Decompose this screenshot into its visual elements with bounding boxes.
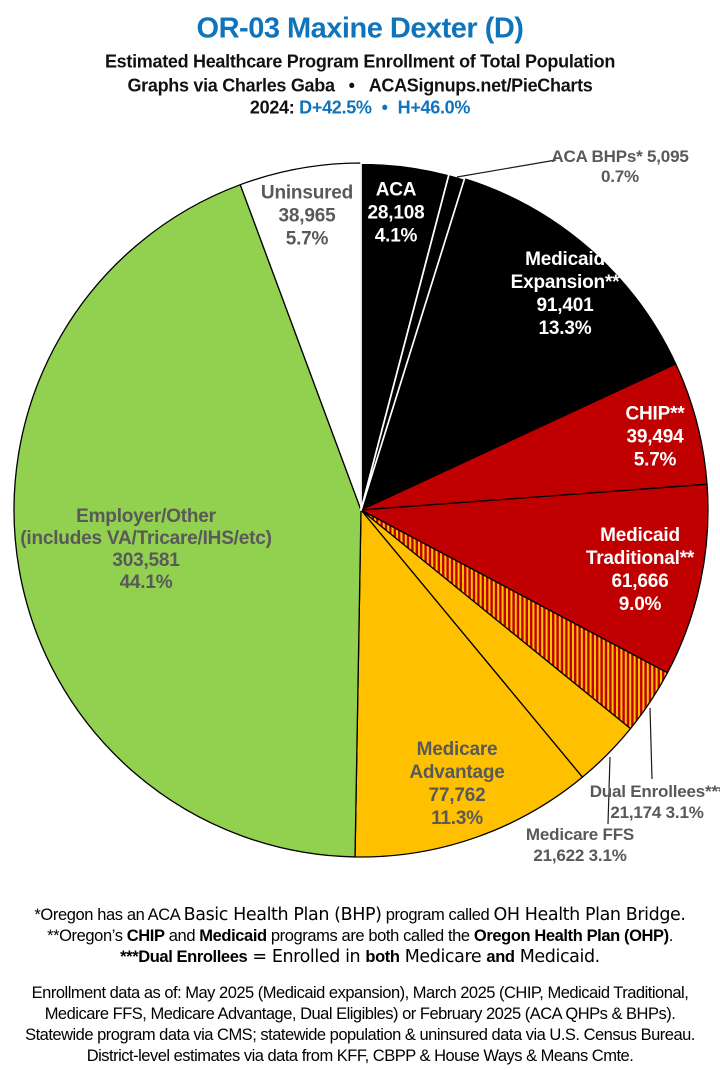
- presidential-result-value: H+46.0%: [397, 97, 471, 118]
- footnote-segment: .: [668, 927, 674, 945]
- footnote-line-1: *Oregon has an ACA Basic Health Plan (BH…: [0, 905, 720, 926]
- slice-label-2: CHIP** 39,494 5.7%: [626, 403, 685, 472]
- pie-slice-chip: [360, 363, 708, 511]
- slice-label-line: 21,622 3.1%: [533, 846, 627, 865]
- footnote-segment: *Oregon has an ACA: [34, 906, 184, 924]
- slice-label-line: (includes VA/Tricare/IHS/etc): [20, 528, 272, 549]
- slice-label-line: Medicare FFS: [525, 825, 635, 844]
- pie-slice-medicaid-traditional: [360, 483, 709, 674]
- slice-label-line: Expansion**: [510, 272, 620, 293]
- slice-label-line: Uninsured: [260, 182, 354, 204]
- callout-line-2: [607, 756, 611, 825]
- slice-label-5: Employer/Other (includes VA/Tricare/IHS/e…: [20, 506, 272, 594]
- slice-label-line: Medicare: [416, 739, 498, 760]
- partisan-lean-value: D+42.5%: [299, 97, 372, 118]
- credit-site: ACASignups.net/PieCharts: [368, 75, 593, 96]
- footnote-segment: Oregon Health Plan (OHP): [473, 927, 669, 945]
- footnote-segment: **Oregon’s: [47, 927, 127, 945]
- partisan-line: 2024: D+42.5% • H+46.0%: [0, 98, 720, 119]
- slice-label-line: 4.1%: [374, 225, 418, 247]
- callout-line-1: [649, 707, 653, 780]
- footnote-segment: CHIP: [126, 927, 165, 945]
- pie-slice-medicare-advantage: [354, 509, 584, 858]
- slice-label-9: Medicare FFS 21,622 3.1%: [526, 824, 634, 866]
- footnote-segment: Medicaid: [199, 927, 267, 945]
- slice-label-line: 91,401: [536, 295, 594, 316]
- source-line-1: Enrollment data as of: May 2025 (Medicai…: [31, 984, 689, 1002]
- footnote-segment: programs are both called the: [266, 927, 474, 945]
- slice-label-line: 44.1%: [119, 572, 173, 593]
- footnote-segment: and: [164, 927, 200, 945]
- footnote-segment: = Enrolled in: [247, 947, 366, 967]
- page-title: OR-03 Maxine Dexter (D): [0, 13, 720, 46]
- credit-author: Graphs via Charles Gaba: [127, 75, 335, 96]
- district-candidate-title: OR-03 Maxine Dexter (D): [196, 12, 524, 45]
- slice-label-line: Traditional**: [585, 548, 695, 569]
- slice-label-line: Dual Enrollees***: [589, 782, 720, 801]
- pie-slice-employer-other-includes-va-tricare-ihs-etc: [13, 184, 362, 858]
- partisan-bullet: •: [381, 97, 388, 118]
- slice-label-4: Medicare Advantage 77,762 11.3%: [409, 738, 505, 830]
- slice-label-1: Medicaid Expansion** 91,401 13.3%: [511, 248, 620, 340]
- footnote-segment: Basic Health Plan (BHP): [183, 905, 382, 925]
- chart-subtitle: Estimated Healthcare Program Enrollment …: [104, 51, 616, 72]
- slice-label-line: Employer/Other: [76, 506, 216, 527]
- slice-label-line: ACA BHPs* 5,095: [551, 147, 689, 166]
- slice-label-line: Advantage: [409, 762, 505, 783]
- footnote-segment: ***Dual Enrollees: [120, 948, 248, 966]
- slice-label-line: 38,965: [278, 205, 336, 227]
- slice-label-line: 5.7%: [633, 449, 677, 471]
- source-line-3: Statewide program data via CMS; statewid…: [25, 1026, 695, 1044]
- footnotes-block: *Oregon has an ACA Basic Health Plan (BH…: [0, 905, 720, 968]
- slice-label-line: 9.0%: [618, 594, 662, 615]
- slice-label-line: 28,108: [367, 202, 425, 224]
- footnote-line-2: **Oregon’s CHIP and Medicaid programs ar…: [0, 926, 720, 947]
- slice-label-line: Medicaid: [600, 525, 680, 546]
- callout-line-0: [456, 159, 557, 178]
- slice-label-line: CHIP**: [625, 403, 685, 425]
- slice-label-3: Medicaid Traditional** 61,666 9.0%: [586, 524, 694, 616]
- slice-label-line: 13.3%: [538, 318, 592, 339]
- credit-line: Graphs via Charles Gaba • ACASignups.net/P…: [0, 76, 720, 97]
- slice-label-line: ACA: [375, 179, 417, 201]
- slice-label-line: Medicaid: [525, 249, 605, 270]
- source-line-4: District-level estimates via data from K…: [86, 1047, 634, 1065]
- slice-label-7: ACA BHPs* 5,095 0.7%: [551, 147, 688, 187]
- pie-slice-aca-bhps: [360, 173, 466, 511]
- slice-label-0: ACA 28,108 4.1%: [368, 179, 425, 248]
- footnote-segment: and: [486, 948, 515, 966]
- slice-label-line: 0.7%: [601, 167, 639, 186]
- slice-label-8: Dual Enrollees*** 21,174 3.1%: [590, 781, 720, 823]
- footnote-line-3: ***Dual Enrollees = Enrolled in both Med…: [0, 947, 720, 968]
- slice-label-line: 11.3%: [431, 808, 483, 829]
- slice-label-line: 303,581: [112, 550, 180, 571]
- footnote-segment: Medicare: [399, 947, 487, 967]
- pie-slice-medicaid-expansion: [360, 178, 677, 511]
- slice-label-line: 39,494: [626, 426, 684, 448]
- footnote-segment: OH Health Plan Bridge.: [493, 905, 686, 925]
- source-notes-block: Enrollment data as of: May 2025 (Medicai…: [0, 983, 720, 1067]
- slice-label-line: 5.7%: [285, 228, 329, 250]
- footnote-segment: program called: [381, 906, 494, 924]
- footnote-segment: both: [365, 948, 400, 966]
- slice-label-line: 61,666: [611, 571, 669, 592]
- slice-label-line: 77,762: [428, 785, 486, 806]
- year-label: 2024:: [249, 97, 295, 118]
- footnote-segment: Medicaid.: [514, 947, 601, 967]
- credit-bullet: •: [348, 75, 355, 96]
- slice-label-line: 21,174 3.1%: [610, 803, 704, 822]
- slice-label-6: Uninsured 38,965 5.7%: [261, 182, 353, 251]
- source-line-2: Medicare FFS, Medicare Advantage, Dual E…: [44, 1005, 676, 1023]
